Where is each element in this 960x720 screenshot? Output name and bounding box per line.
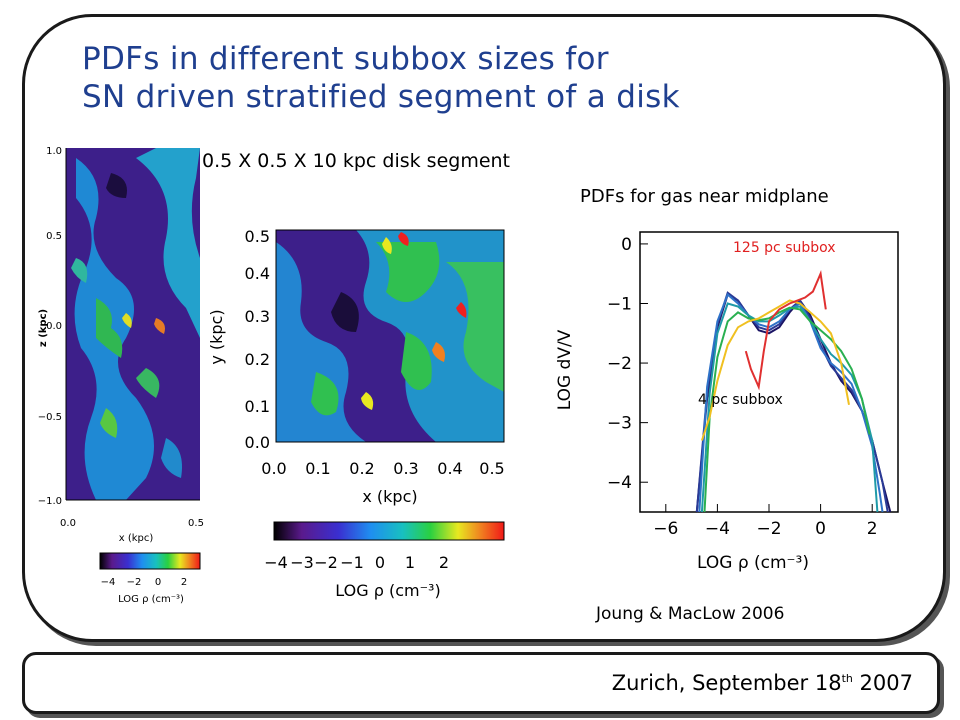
citation: Joung & MacLow 2006 (596, 604, 785, 624)
title-line-1: PDFs in different subbox sizes for (82, 41, 609, 77)
left-map-ylabel: z (kpc) (38, 309, 49, 347)
mid-map-xtick-2: 0.1 (305, 459, 330, 478)
pdf-line-chart: −6 −4 −2 0 20−1−2−3−4 LOG dV/V LOG ρ (cm⁻³) … (555, 231, 899, 573)
annotation-125pc: 125 pc subbox (733, 240, 836, 256)
mid-map-ylabel: y (kpc) (207, 309, 226, 364)
mid-map-xtick-3: 0.2 (349, 459, 374, 478)
title-line-2: SN driven stratified segment of a disk (82, 79, 680, 115)
pdf-xtick-label-2: −4 (705, 519, 730, 539)
mid-map-xtick-1: 0.0 (261, 459, 286, 478)
pdf-ytick-label-3: −2 (607, 354, 632, 374)
left-cbar-tick-4: 2 (181, 577, 187, 588)
mid-map-ytick-1: 0.5 (245, 227, 270, 246)
pdf-ytick-label-5: −4 (607, 473, 632, 493)
footer-prefix: Zurich, September 18 (611, 671, 842, 695)
mid-map-xtick-6: 0.5 (479, 459, 504, 478)
left-cbar-tick-3: 0 (155, 577, 161, 588)
pdf-ytick-label-2: −1 (607, 294, 632, 314)
left-map-ytick-5: −1.0 (38, 496, 62, 507)
pdf-ylabel: LOG dV/V (555, 329, 575, 410)
mid-map-xlabel: x (kpc) (362, 487, 417, 506)
annotation-4pc: 4 pc subbox (698, 392, 783, 408)
mid-cbar-tick-5: 0 (375, 553, 385, 572)
left-cbar-tick-2: −2 (127, 577, 142, 588)
left-map-xlabel: x (kpc) (119, 533, 154, 544)
pdf-xlabel: LOG ρ (cm⁻³) (697, 553, 809, 573)
mid-cbar-label: LOG ρ (cm⁻³) (335, 581, 440, 600)
footer-bar: Zurich, September 18th 2007 (22, 652, 940, 714)
left-density-map: 1.0 0.5 0.0 −0.5 −1.0 z (kpc) 0.0 0.5 x … (38, 146, 204, 605)
mid-map-ytick-5: 0.1 (245, 397, 270, 416)
pdf-label: PDFs for gas near midplane (580, 186, 829, 207)
mid-density-map: 0.5 0.4 0.3 0.2 0.1 0.0 y (kpc) 0.0 0.1 … (207, 227, 505, 600)
slide-title: PDFs in different subbox sizes for SN dr… (82, 40, 680, 116)
pdf-ytick-label-4: −3 (607, 414, 632, 434)
footer-suffix: 2007 (852, 671, 913, 695)
mid-cbar-tick-1: −4 (264, 553, 288, 572)
mid-map-ytick-6: 0.0 (245, 433, 270, 452)
left-colorbar (99, 552, 201, 570)
pdf-xtick-label-5: 2 (867, 519, 878, 539)
mid-map-xtick-5: 0.4 (437, 459, 462, 478)
pdf-xtick-label-4: 0 (815, 519, 826, 539)
mid-map-ytick-4: 0.2 (245, 350, 270, 369)
mid-cbar-tick-4: −1 (340, 553, 364, 572)
left-map-ytick-1: 1.0 (46, 146, 62, 157)
pdf-plot-frame (639, 231, 899, 513)
left-map-xtick-1: 0.0 (60, 518, 76, 529)
footer-sup: th (841, 672, 853, 685)
pdf-ytick-label-1: 0 (621, 235, 632, 255)
left-cbar-label: LOG ρ (cm⁻³) (118, 594, 184, 605)
mid-map-xtick-4: 0.3 (393, 459, 418, 478)
left-cbar-tick-1: −4 (101, 577, 116, 588)
footer-date: Zurich, September 18th 2007 (612, 671, 913, 695)
mid-cbar-tick-3: −2 (314, 553, 338, 572)
mid-colorbar (273, 521, 505, 541)
mid-map-ytick-3: 0.3 (245, 307, 270, 326)
pdf-series-line-5 (703, 306, 871, 513)
mid-map-ytick-2: 0.4 (245, 264, 270, 283)
pdf-xtick-label-3: −2 (756, 519, 781, 539)
mid-cbar-tick-6: 1 (405, 553, 415, 572)
pdf-xtick-label-1: −6 (653, 519, 678, 539)
pdf-series-line-7 (744, 270, 827, 391)
left-map-xtick-2: 0.5 (188, 518, 204, 529)
segment-label: 0.5 X 0.5 X 10 kpc disk segment (202, 150, 511, 172)
mid-cbar-tick-7: 2 (439, 553, 449, 572)
left-map-ytick-3: 0.0 (46, 321, 62, 332)
left-map-ytick-4: −0.5 (38, 412, 62, 423)
mid-cbar-tick-2: −3 (290, 553, 314, 572)
pdf-series-line-6 (700, 299, 850, 441)
left-map-ytick-2: 0.5 (46, 231, 62, 242)
